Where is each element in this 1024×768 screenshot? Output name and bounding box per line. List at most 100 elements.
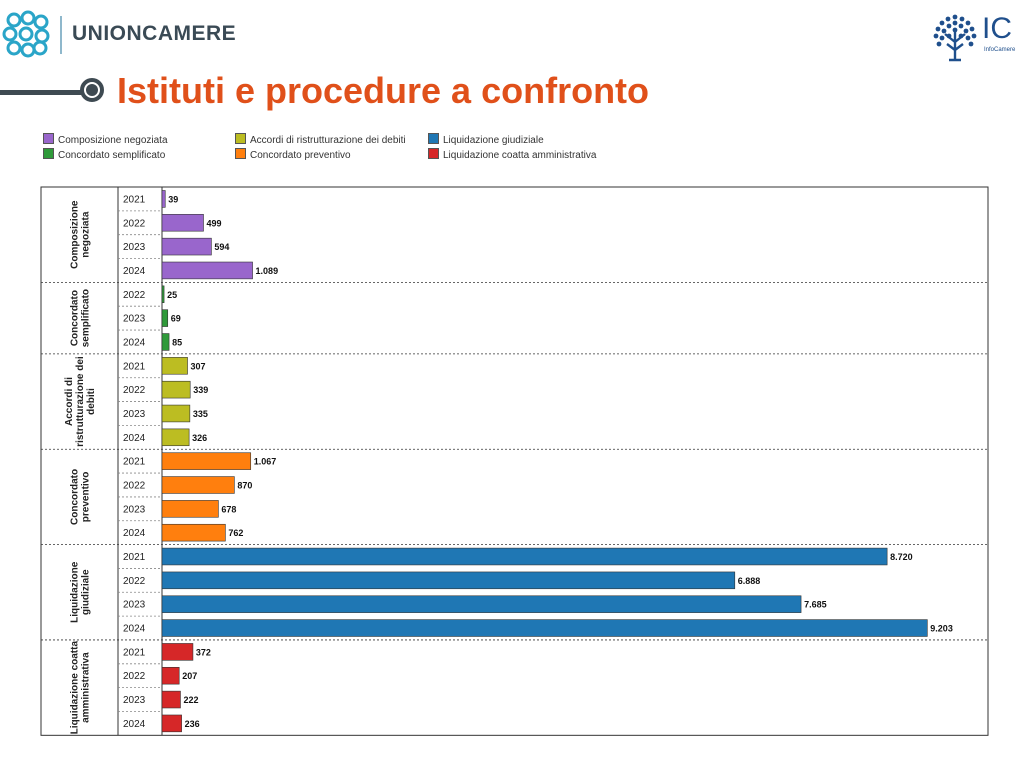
legend-swatch (235, 148, 246, 159)
year-label-liquidazione-coatta-amministrativa-2024: 2024 (123, 719, 146, 730)
bar-accordi-di-ristrutturazione-dei-debiti-2021 (161, 357, 188, 375)
legend-swatch (235, 133, 246, 144)
bar-liquidazione-coatta-amministrativa-2022 (161, 666, 180, 685)
group-label-composizione-negoziata: Composizionenegoziata (70, 200, 92, 269)
bar-concordato-preventivo-2021 (161, 452, 252, 470)
group-label-liquidazione-coatta-amministrativa: Liquidazione coattaamministrativa (70, 641, 92, 735)
group-label-concordato-semplificato: Concordatosemplificato (70, 289, 92, 347)
group-label-line: ristrutturazione dei (75, 356, 86, 447)
bar-liquidazione-giudiziale-2021 (161, 547, 888, 566)
legend-label: Accordi di ristrutturazione dei debiti (250, 135, 406, 146)
group-label-line: Concordato (70, 290, 81, 346)
data-label-concordato-semplificato-2023: 69 (171, 314, 181, 324)
legend-swatch (428, 133, 439, 144)
data-label-accordi-di-ristrutturazione-dei-debiti-2021: 307 (191, 361, 206, 371)
year-label-concordato-semplificato-2023: 2023 (123, 314, 146, 325)
year-label-liquidazione-giudiziale-2021: 2021 (123, 552, 146, 563)
bar-accordi-di-ristrutturazione-dei-debiti-2022 (161, 380, 191, 399)
year-label-composizione-negoziata-2022: 2022 (123, 218, 146, 229)
legend-label: Concordato preventivo (250, 150, 351, 161)
legend-item-liquidazione-coatta-amministrativa: Liquidazione coatta amministrativa (428, 148, 596, 161)
unioncamere-logo-icon (2, 10, 52, 65)
bar-liquidazione-giudiziale-2023 (161, 595, 802, 613)
legend-label: Concordato semplificato (58, 150, 166, 161)
legend-swatch (43, 133, 54, 144)
legend-item-accordi-di-ristrutturazione-dei-debiti: Accordi di ristrutturazione dei debiti (235, 133, 406, 146)
bar-concordato-semplificato-2022 (161, 285, 165, 303)
group-label-line: amministrativa (81, 652, 92, 723)
data-label-liquidazione-coatta-amministrativa-2022: 207 (182, 671, 197, 681)
bar-concordato-semplificato-2023 (161, 309, 169, 327)
data-label-liquidazione-coatta-amministrativa-2021: 372 (196, 647, 211, 657)
year-label-composizione-negoziata-2021: 2021 (123, 194, 146, 205)
legend-label: Liquidazione giudiziale (443, 135, 544, 146)
bar-liquidazione-coatta-amministrativa-2021 (161, 643, 194, 661)
year-label-liquidazione-coatta-amministrativa-2022: 2022 (123, 671, 146, 682)
group-label-line: Concordato (70, 469, 81, 525)
legend-swatch (43, 148, 54, 159)
group-label-line: debiti (86, 388, 97, 415)
bar-composizione-negoziata-2021 (161, 190, 166, 208)
legend-item-concordato-semplificato: Concordato semplificato (43, 148, 165, 161)
bar-concordato-semplificato-2024 (161, 333, 170, 351)
year-label-accordi-di-ristrutturazione-dei-debiti-2023: 2023 (123, 409, 146, 420)
group-label-line: semplificato (81, 289, 92, 347)
chart-frame (40, 186, 989, 736)
data-label-composizione-negoziata-2021: 39 (168, 194, 178, 204)
group-label-line: preventivo (81, 472, 92, 523)
bar-composizione-negoziata-2023 (161, 237, 212, 256)
bar-accordi-di-ristrutturazione-dei-debiti-2024 (161, 428, 190, 447)
data-label-concordato-preventivo-2022: 870 (237, 481, 252, 491)
group-label-line: Accordi di (64, 377, 75, 426)
bar-liquidazione-coatta-amministrativa-2024 (161, 714, 182, 733)
legend-label: Liquidazione coatta amministrativa (443, 150, 597, 161)
bar-liquidazione-giudiziale-2022 (161, 571, 736, 590)
data-label-concordato-semplificato-2024: 85 (172, 337, 182, 347)
data-label-accordi-di-ristrutturazione-dei-debiti-2024: 326 (192, 433, 207, 443)
data-label-accordi-di-ristrutturazione-dei-debiti-2022: 339 (193, 385, 208, 395)
data-label-concordato-preventivo-2021: 1.067 (254, 457, 277, 467)
brand-name: UNIONCAMERE (72, 22, 237, 45)
data-label-concordato-preventivo-2023: 678 (221, 504, 236, 514)
title-bar (0, 90, 92, 95)
group-label-line: negoziata (81, 211, 92, 258)
title-bullet-dot (86, 84, 98, 96)
page-title: Istituti e procedure a confronto (117, 70, 650, 111)
data-label-liquidazione-giudiziale-2021: 8.720 (890, 552, 913, 562)
infocamere-tree-icon (930, 12, 980, 69)
data-label-accordi-di-ristrutturazione-dei-debiti-2023: 335 (193, 409, 208, 419)
data-label-composizione-negoziata-2023: 594 (214, 242, 229, 252)
year-label-liquidazione-coatta-amministrativa-2021: 2021 (123, 647, 146, 658)
data-label-composizione-negoziata-2024: 1.089 (256, 266, 279, 276)
bar-concordato-preventivo-2024 (161, 523, 226, 542)
year-label-accordi-di-ristrutturazione-dei-debiti-2024: 2024 (123, 433, 146, 444)
bar-liquidazione-coatta-amministrativa-2023 (161, 690, 181, 709)
bar-accordi-di-ristrutturazione-dei-debiti-2023 (161, 404, 191, 423)
year-label-composizione-negoziata-2024: 2024 (123, 266, 146, 277)
year-label-composizione-negoziata-2023: 2023 (123, 242, 146, 253)
chart-legend: Composizione negoziata Concordato semplif… (43, 133, 763, 165)
bar-concordato-preventivo-2022 (161, 476, 235, 494)
year-label-liquidazione-giudiziale-2024: 2024 (123, 624, 146, 635)
group-label-concordato-preventivo: Concordatopreventivo (70, 469, 92, 525)
year-label-liquidazione-giudiziale-2022: 2022 (123, 576, 146, 587)
year-label-concordato-preventivo-2021: 2021 (123, 457, 146, 468)
data-label-concordato-preventivo-2024: 762 (228, 528, 243, 538)
year-label-concordato-preventivo-2022: 2022 (123, 481, 146, 492)
data-label-liquidazione-giudiziale-2022: 6.888 (738, 576, 761, 586)
data-label-liquidazione-coatta-amministrativa-2024: 236 (185, 719, 200, 729)
header: UNIONCAMERE IC InfoCamere (0, 0, 1024, 70)
bar-concordato-preventivo-2023 (161, 500, 219, 518)
year-label-concordato-semplificato-2024: 2024 (123, 337, 146, 348)
year-label-concordato-semplificato-2022: 2022 (123, 290, 146, 301)
data-label-liquidazione-coatta-amministrativa-2023: 222 (183, 695, 198, 705)
legend-label: Composizione negoziata (58, 135, 168, 146)
group-label-line: giudiziale (81, 569, 92, 615)
bar-composizione-negoziata-2022 (161, 214, 204, 232)
bar-liquidazione-giudiziale-2024 (161, 619, 928, 637)
year-label-liquidazione-coatta-amministrativa-2023: 2023 (123, 695, 146, 706)
legend-swatch (428, 148, 439, 159)
year-label-liquidazione-giudiziale-2023: 2023 (123, 600, 146, 611)
legend-item-concordato-preventivo: Concordato preventivo (235, 148, 351, 161)
